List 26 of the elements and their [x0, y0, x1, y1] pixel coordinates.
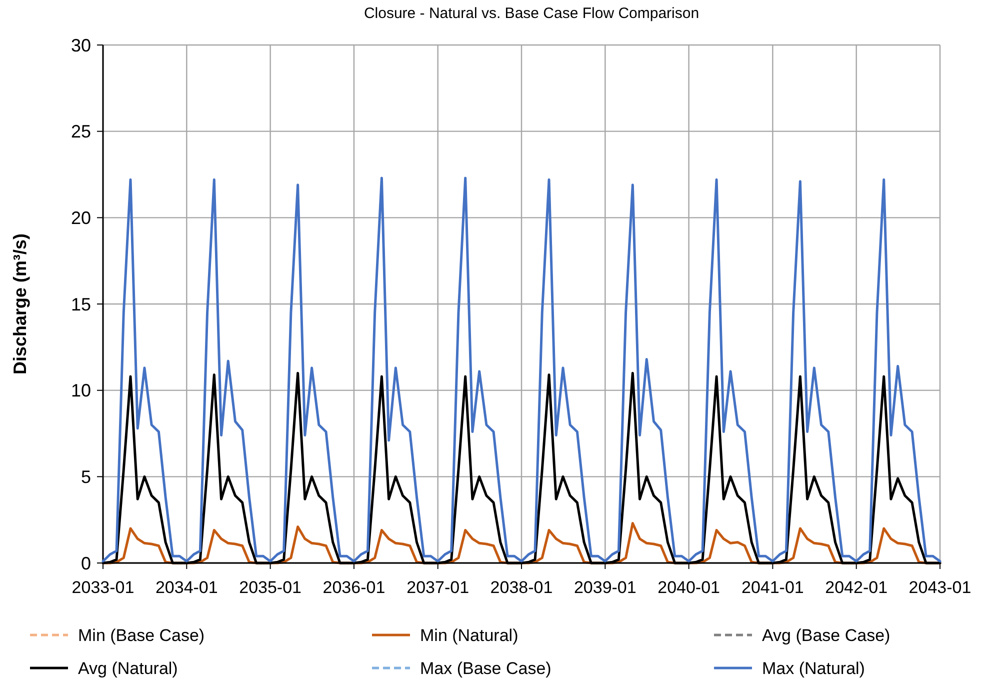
legend-label: Min (Natural): [420, 626, 518, 645]
x-tick-label: 2040-01: [658, 578, 720, 597]
y-axis-title: Discharge (m³/s): [10, 233, 30, 375]
x-tick-label: 2035-01: [239, 578, 302, 597]
x-tick-label: 2042-01: [825, 578, 888, 597]
legend-label: Avg (Base Case): [762, 626, 890, 645]
y-tick-label: 10: [70, 380, 91, 401]
x-tick-label: 2041-01: [741, 578, 804, 597]
y-tick-label: 25: [70, 122, 91, 142]
y-tick-label: 20: [70, 208, 91, 228]
x-tick-label: 2037-01: [406, 578, 470, 597]
legend-label: Avg (Natural): [78, 658, 178, 678]
y-tick-label: 5: [80, 466, 91, 487]
y-tick-label: 15: [70, 294, 91, 314]
x-tick-label: 2038-01: [490, 578, 553, 597]
y-tick-label: 0: [80, 553, 91, 574]
x-tick-label: 2036-01: [322, 578, 386, 597]
x-tick-label: 2033-01: [72, 578, 134, 597]
chart-title: Closure - Natural vs. Base Case Flow Comparison: [364, 5, 700, 22]
x-tick-label: 2034-01: [155, 578, 218, 597]
legend-label: Max (Base Case): [420, 658, 552, 678]
x-tick-label: 2043-01: [908, 578, 972, 597]
legend-label: Min (Base Case): [78, 626, 205, 645]
legend-label: Max (Natural): [762, 658, 865, 678]
y-tick-label: 30: [70, 35, 91, 56]
x-tick-label: 2039-01: [574, 578, 636, 597]
